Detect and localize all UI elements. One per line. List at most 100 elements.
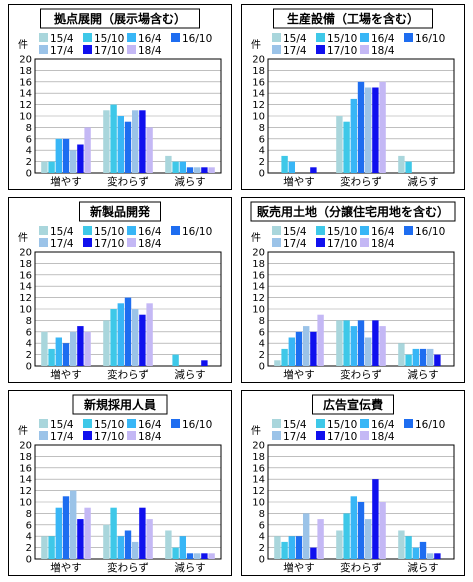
legend-swatch (127, 33, 136, 42)
bar (201, 167, 208, 173)
x-tick-label: 減らす (174, 175, 205, 188)
legend-label: 18/4 (138, 45, 162, 57)
legend-label: 16/4 (371, 33, 395, 45)
legend-label: 15/10 (327, 419, 357, 431)
bar (132, 309, 139, 366)
bar (427, 553, 434, 559)
bar (103, 524, 110, 559)
bar (288, 337, 295, 366)
bar (117, 303, 124, 366)
y-axis-label: 件 (18, 425, 28, 437)
y-tick-label: 10 (252, 305, 265, 316)
bar (365, 519, 372, 559)
y-tick-label: 0 (26, 555, 32, 566)
legend-swatch (127, 238, 136, 247)
x-tick-label: 増やす (283, 368, 315, 381)
bar (146, 127, 153, 173)
legend-label: 18/4 (371, 45, 395, 57)
y-tick-label: 20 (19, 55, 32, 66)
bar (398, 155, 405, 173)
y-tick-label: 12 (252, 100, 265, 111)
y-tick-label: 10 (19, 305, 32, 316)
legend-swatch (316, 33, 325, 42)
chart-panel-2: 生産設備（工場を含む） 件 15/4 15/10 16/4 16/10 17/4 17/10 1… (241, 4, 465, 190)
bar (41, 331, 48, 366)
legend-label: 17/10 (94, 238, 124, 250)
legend-swatch (83, 33, 92, 42)
y-tick-label: 10 (19, 112, 32, 123)
bar (146, 303, 153, 366)
y-tick-label: 0 (259, 169, 265, 180)
legend-label: 17/10 (94, 45, 124, 57)
bar (208, 553, 215, 559)
legend-swatch (316, 45, 325, 54)
y-tick-label: 4 (259, 532, 265, 543)
bar (357, 502, 365, 559)
bar (186, 553, 194, 559)
y-tick-label: 18 (252, 66, 265, 77)
chart-svg-4: 販売用土地（分譲住宅用地を含む） 件 15/4 15/10 16/4 16/10 17/4 1… (241, 197, 465, 383)
bar (132, 110, 139, 173)
legend-label: 18/4 (138, 431, 162, 443)
bar (48, 348, 55, 366)
title-box (250, 201, 456, 222)
y-tick-label: 12 (252, 486, 265, 497)
bar (70, 331, 77, 366)
legend-swatch (39, 431, 48, 440)
bar (434, 354, 441, 366)
y-tick-label: 4 (259, 146, 265, 157)
bar (281, 541, 288, 559)
bar (295, 536, 303, 559)
bar (132, 541, 139, 559)
y-tick-label: 14 (252, 475, 265, 486)
y-axis-label: 件 (18, 39, 28, 51)
legend-swatch (360, 431, 369, 440)
bar (70, 490, 77, 559)
legend-swatch (360, 45, 369, 54)
legend-label: 17/4 (283, 238, 307, 250)
y-axis-label: 件 (251, 425, 261, 437)
y-tick-label: 6 (26, 327, 32, 338)
y-tick-label: 10 (19, 498, 32, 509)
bar (357, 320, 365, 366)
legend-swatch (83, 45, 92, 54)
title-box (312, 394, 394, 415)
bar (281, 348, 288, 366)
bar (398, 530, 405, 559)
legend-swatch (404, 33, 413, 42)
legend-label: 16/4 (138, 226, 162, 238)
y-tick-label: 6 (259, 520, 265, 531)
y-tick-label: 20 (252, 248, 265, 259)
bar (186, 167, 194, 173)
bar (310, 547, 317, 559)
legend-label: 15/4 (50, 33, 74, 45)
y-tick-label: 4 (26, 146, 32, 157)
legend-label: 18/4 (138, 238, 162, 250)
bar (124, 297, 132, 366)
legend-label: 15/4 (283, 226, 307, 238)
x-tick-label: 減らす (174, 561, 205, 574)
x-tick-label: 増やす (283, 561, 315, 574)
chart-title: 広告宣伝費 (323, 397, 383, 412)
legend-label: 15/10 (327, 33, 357, 45)
bar (310, 167, 317, 173)
bar (172, 354, 179, 366)
legend-swatch (39, 226, 48, 235)
legend-label: 15/4 (50, 419, 74, 431)
chart-svg-2: 生産設備（工場を含む） 件 15/4 15/10 16/4 16/10 17/4 17/10 1… (241, 4, 465, 190)
legend-swatch (404, 419, 413, 428)
legend-label: 15/4 (50, 226, 74, 238)
x-tick-label: 変わらず (107, 561, 149, 574)
x-tick-label: 増やす (50, 175, 82, 188)
legend-label: 16/10 (415, 33, 445, 45)
bar (110, 507, 117, 559)
y-tick-label: 16 (19, 463, 32, 474)
legend-label: 16/10 (182, 419, 212, 431)
legend-swatch (316, 238, 325, 247)
chart-panel-3: 新製品開発件 15/4 15/10 16/4 16/10 17/4 17/10 18/4 0 2 4… (8, 197, 232, 383)
x-tick-label: 変わらず (340, 561, 382, 574)
y-tick-label: 8 (26, 316, 32, 327)
bar (412, 547, 419, 559)
bar (55, 138, 62, 173)
